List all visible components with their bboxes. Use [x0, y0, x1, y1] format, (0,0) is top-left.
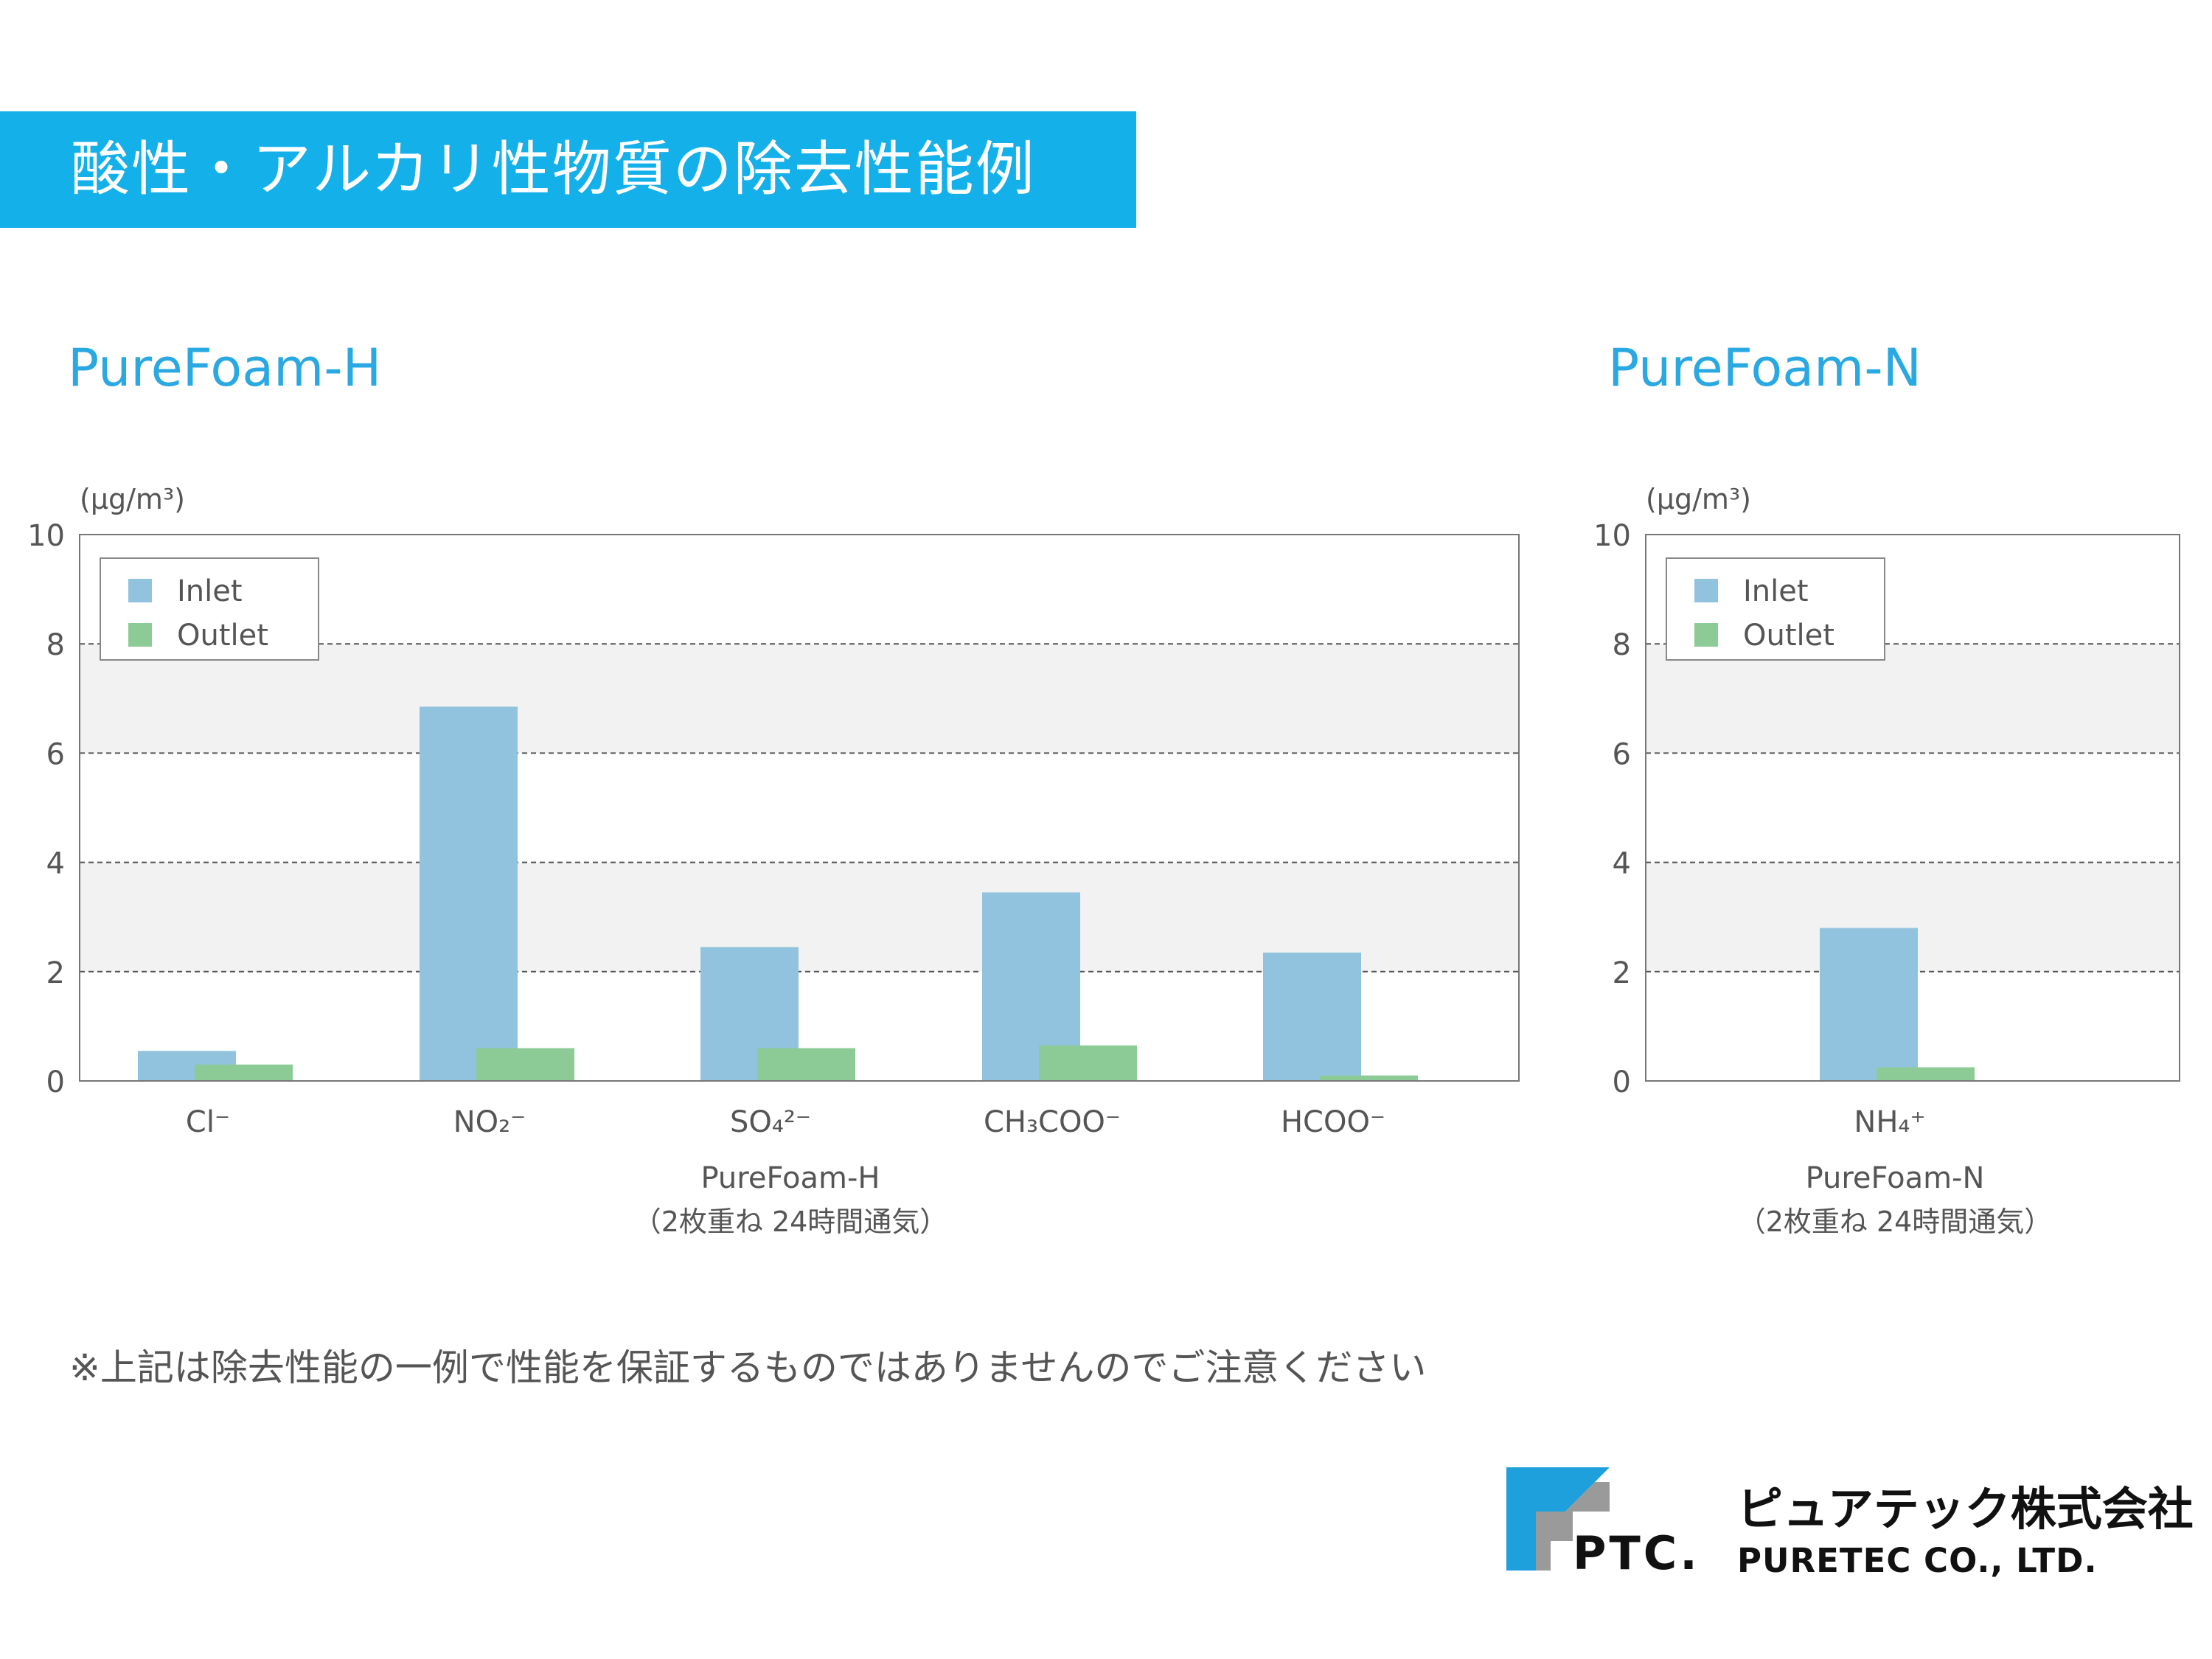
- chart2-x-category-label: NH₄⁺: [1854, 1105, 1925, 1139]
- title-bar: 酸性・アルカリ性物質の除去性能例: [0, 111, 1136, 228]
- chart1-x-category-label: NO₂⁻: [453, 1105, 526, 1139]
- chart1-x-axis-label: PureFoam-H: [701, 1161, 880, 1195]
- chart1-bar-inlet-5: [1263, 952, 1361, 1081]
- chart1-legend-label-outlet: Outlet: [177, 619, 268, 653]
- chart2-bar-inlet-1: [1820, 928, 1918, 1081]
- chart1-y-tick-label: 4: [46, 847, 65, 881]
- ptc-logo-icon: PTC.: [1506, 1467, 1700, 1578]
- chart1-band-2: [80, 644, 1519, 754]
- chart2-y-tick-label: 0: [1613, 1065, 1631, 1099]
- chart2-legend-swatch-inlet: [1694, 579, 1718, 602]
- chart1-y-tick-label: 6: [46, 737, 65, 771]
- disclaimer-note: ※上記は除去性能の一例で性能を保証するものではありませんのでご注意ください: [69, 1346, 1427, 1389]
- chart1-bar-outlet-5: [1320, 1075, 1418, 1081]
- chart2-band-2: [1646, 644, 2180, 754]
- chart2-x-axis-sublabel: （2枚重ね 24時間通気）: [1738, 1206, 2053, 1238]
- chart1-x-category-label: HCOO⁻: [1281, 1105, 1385, 1139]
- chart2-y-tick-label: 4: [1613, 847, 1631, 881]
- page-title: 酸性・アルカリ性物質の除去性能例: [71, 135, 1036, 204]
- company-name-en: PURETEC CO., LTD.: [1737, 1541, 2098, 1580]
- chart2-legend-swatch-outlet: [1694, 623, 1718, 647]
- chart1-bar-outlet-3: [757, 1048, 855, 1081]
- chart2-y-tick-label: 2: [1613, 956, 1631, 990]
- chart1-legend-swatch-outlet: [128, 623, 152, 647]
- logo-gray-shape: [1536, 1482, 1610, 1571]
- chart1-unit-label: (μg/m³): [80, 483, 185, 515]
- chart1-x-category-label: SO₄²⁻: [730, 1105, 811, 1139]
- chart2-bar-outlet-1: [1877, 1067, 1975, 1081]
- chart2-y-tick-label: 10: [1593, 519, 1631, 553]
- chart1-bar-outlet-1: [195, 1064, 293, 1081]
- chart1-bar-outlet-2: [476, 1048, 574, 1081]
- chart1-bar-outlet-4: [1039, 1045, 1137, 1081]
- company-name-jp: ピュアテック株式会社: [1737, 1482, 2194, 1536]
- chart2-x-axis-label: PureFoam-N: [1806, 1161, 1985, 1195]
- chart1-y-tick-label: 0: [46, 1065, 65, 1099]
- chart1-x-category-label: Cl⁻: [186, 1105, 230, 1139]
- chart1-x-axis-sublabel: （2枚重ね 24時間通気）: [633, 1206, 948, 1238]
- chart1-bar-inlet-2: [420, 706, 518, 1081]
- chart-heading-purefoam-n: PureFoam-N: [1608, 338, 1921, 398]
- logo-text: PTC.: [1573, 1526, 1700, 1578]
- chart2-y-tick-label: 8: [1613, 628, 1631, 662]
- chart-heading-purefoam-h: PureFoam-H: [68, 338, 382, 398]
- chart1-y-tick-label: 8: [46, 628, 65, 662]
- chart1-y-tick-label: 10: [27, 519, 65, 553]
- chart2-legend-label-inlet: Inlet: [1743, 574, 1809, 608]
- chart1-legend-label-inlet: Inlet: [177, 574, 243, 608]
- chart1-plot-border: [79, 534, 1520, 1082]
- chart1-y-tick-label: 2: [46, 956, 65, 990]
- chart1-x-category-label: CH₃COO⁻: [984, 1105, 1121, 1139]
- chart2-plot-border: [1645, 534, 2180, 1082]
- chart2-legend-label-outlet: Outlet: [1743, 619, 1834, 653]
- chart2-unit-label: (μg/m³): [1646, 483, 1751, 515]
- chart2-y-tick-label: 6: [1613, 737, 1631, 771]
- chart1-legend-swatch-inlet: [128, 579, 152, 602]
